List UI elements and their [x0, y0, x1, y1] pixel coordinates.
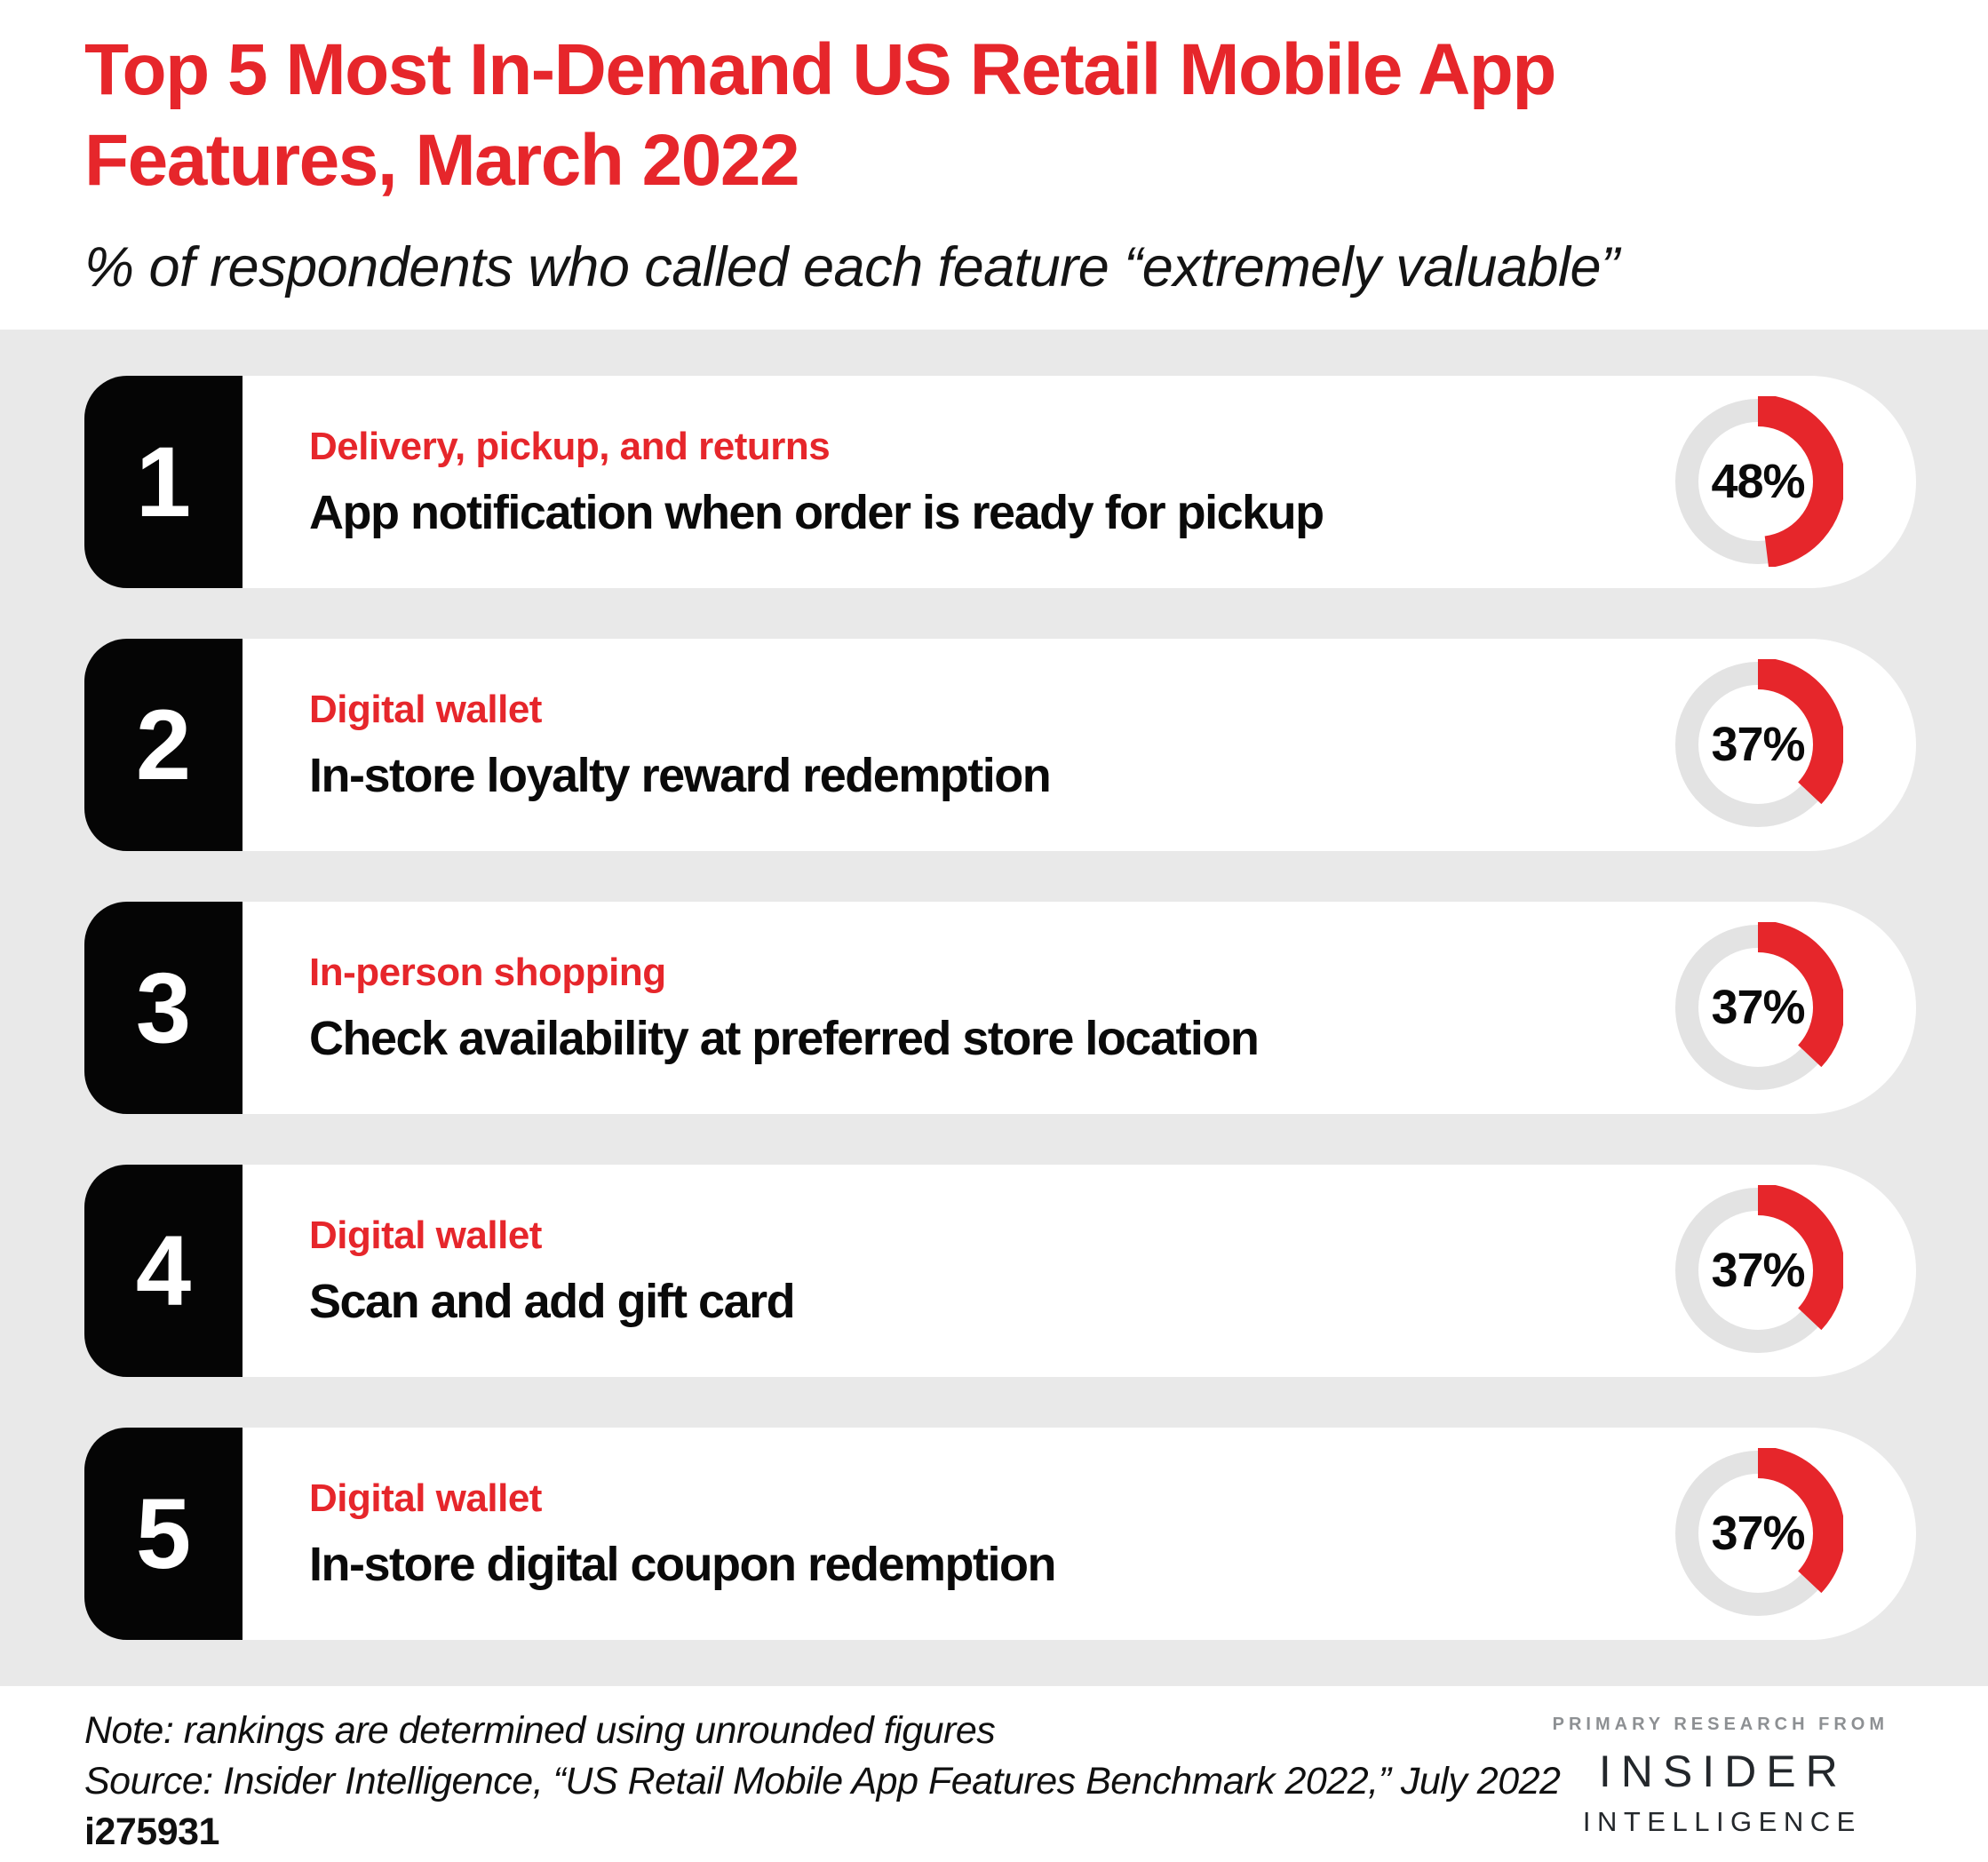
feature-label: Scan and add gift card [309, 1274, 796, 1328]
feature-label: App notification when order is ready for… [309, 485, 1324, 539]
feature-row-3: 3 In-person shopping Check availability … [84, 902, 1916, 1114]
donut-chart: 37% [1673, 922, 1843, 1093]
feature-row-5: 5 Digital wallet In-store digital coupon… [84, 1428, 1916, 1640]
chart-header: Top 5 Most In-Demand US Retail Mobile Ap… [84, 25, 1917, 299]
row-texts: Digital wallet In-store loyalty reward r… [309, 687, 1052, 803]
feature-row-1: 1 Delivery, pickup, and returns App noti… [84, 376, 1916, 588]
row-panel: Digital wallet In-store digital coupon r… [243, 1428, 1916, 1640]
chart-id: i275931 [84, 1810, 219, 1853]
category-label: Digital wallet [309, 687, 542, 731]
rank-badge: 1 [84, 376, 243, 588]
rank-number: 4 [135, 1214, 192, 1326]
donut-value-arc [1673, 1448, 1843, 1619]
row-texts: In-person shopping Check availability at… [309, 950, 1260, 1066]
row-texts: Digital wallet In-store digital coupon r… [309, 1476, 1057, 1592]
note-text: Note: rankings are determined using unro… [84, 1709, 996, 1752]
donut-chart: 37% [1673, 659, 1843, 830]
donut-value-label: 37% [1711, 981, 1805, 1034]
rank-number: 5 [135, 1477, 192, 1589]
category-label: Delivery, pickup, and returns [309, 424, 831, 468]
category-label: In-person shopping [309, 950, 666, 994]
donut-chart: 37% [1673, 1448, 1843, 1619]
row-texts: Delivery, pickup, and returns App notifi… [309, 425, 1324, 540]
feature-label: In-store digital coupon redemption [309, 1537, 1057, 1591]
donut-svg [1673, 1448, 1843, 1619]
rank-badge: 2 [84, 639, 243, 851]
chart-subtitle: % of respondents who called each feature… [84, 236, 1619, 299]
donut-svg [1673, 922, 1843, 1093]
rank-number: 1 [135, 426, 192, 537]
row-panel: Delivery, pickup, and returns App notifi… [243, 376, 1916, 588]
donut-chart: 48% [1673, 396, 1843, 567]
donut-value-arc [1673, 396, 1843, 567]
title-line-2: Features, March 2022 [84, 119, 800, 201]
donut-svg [1673, 396, 1843, 567]
category-label: Digital wallet [309, 1476, 542, 1520]
donut-chart: 37% [1673, 1185, 1843, 1356]
row-panel: Digital wallet In-store loyalty reward r… [243, 639, 1916, 851]
row-panel: Digital wallet Scan and add gift card 37… [243, 1165, 1916, 1377]
feature-label: Check availability at preferred store lo… [309, 1011, 1260, 1065]
donut-value-label: 48% [1711, 455, 1805, 508]
source-text: Source: Insider Intelligence, “US Retail… [84, 1760, 1561, 1802]
rank-badge: 4 [84, 1165, 243, 1377]
logo-tagline: PRIMARY RESEARCH FROM [1552, 1715, 1889, 1734]
row-texts: Digital wallet Scan and add gift card [309, 1213, 796, 1329]
title-line-1: Top 5 Most In-Demand US Retail Mobile Ap… [84, 29, 1556, 110]
donut-svg [1673, 659, 1843, 830]
donut-value-label: 37% [1711, 718, 1805, 771]
feature-row-4: 4 Digital wallet Scan and add gift card … [84, 1165, 1916, 1377]
row-panel: In-person shopping Check availability at… [243, 902, 1916, 1114]
feature-row-2: 2 Digital wallet In-store loyalty reward… [84, 639, 1916, 851]
rank-badge: 5 [84, 1428, 243, 1640]
rank-number: 3 [135, 951, 192, 1063]
donut-value-arc [1673, 659, 1843, 830]
insider-intelligence-logo: PRIMARY RESEARCH FROM INSIDER INTELLIGEN… [1553, 1715, 1889, 1838]
page-title: Top 5 Most In-Demand US Retail Mobile Ap… [84, 25, 1917, 205]
category-label: Digital wallet [309, 1213, 542, 1257]
logo-subname: INTELLIGENCE [1582, 1806, 1862, 1837]
logo-name: INSIDER [1598, 1747, 1848, 1796]
donut-value-arc [1673, 922, 1843, 1093]
donut-value-arc [1673, 1185, 1843, 1356]
feature-label: In-store loyalty reward redemption [309, 748, 1052, 802]
rank-badge: 3 [84, 902, 243, 1114]
donut-value-label: 37% [1711, 1507, 1805, 1560]
footnote: Note: rankings are determined using unro… [84, 1706, 1561, 1858]
rank-number: 2 [135, 688, 192, 800]
donut-svg [1673, 1185, 1843, 1356]
rows-band: 1 Delivery, pickup, and returns App noti… [0, 330, 1988, 1686]
donut-value-label: 37% [1711, 1244, 1805, 1297]
